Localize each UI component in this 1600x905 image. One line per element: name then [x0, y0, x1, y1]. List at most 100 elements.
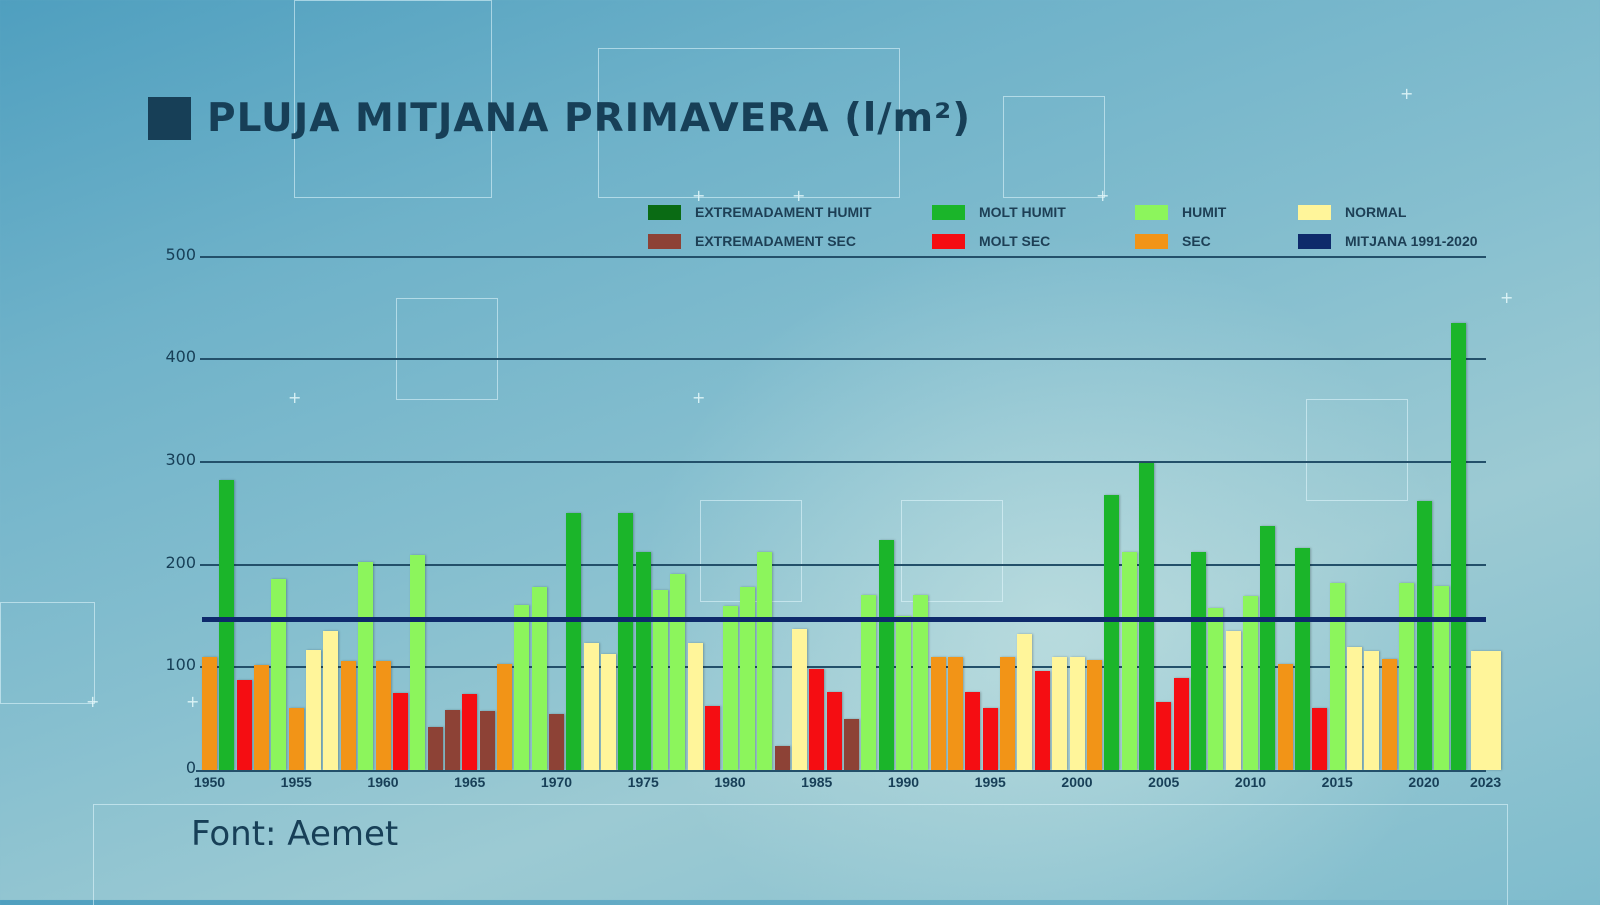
bar-2015 — [1329, 583, 1345, 770]
x-tick-label: 1975 — [627, 774, 659, 790]
bar-2021 — [1433, 586, 1449, 770]
bar-1969 — [531, 587, 547, 770]
bar-1965 — [462, 694, 478, 770]
bar-1964 — [444, 710, 460, 770]
bar-1954 — [271, 578, 287, 770]
x-tick-label: 1995 — [974, 774, 1006, 790]
legend-item-molt-sec: MOLT SEC — [932, 233, 1050, 249]
legend-label: MITJANA 1991-2020 — [1345, 233, 1478, 249]
legend-label: HUMIT — [1182, 204, 1227, 220]
bar-1966 — [479, 711, 495, 770]
legend-swatch-icon — [932, 233, 965, 249]
bar-2007 — [1190, 552, 1206, 770]
legend-label: EXTREMADAMENT HUMIT — [695, 204, 872, 220]
legend-item-extremadament-humit: EXTREMADAMENT HUMIT — [648, 204, 872, 220]
bar-1985 — [809, 669, 825, 770]
bar-1955 — [288, 708, 304, 770]
bar-1952 — [236, 679, 252, 770]
bar-1987 — [843, 718, 859, 770]
chart-title: PLUJA MITJANA PRIMAVERA (l/m²) — [148, 96, 971, 141]
bar-1967 — [496, 664, 512, 770]
bar-2004 — [1138, 462, 1154, 770]
x-tick-label: 1950 — [193, 774, 226, 790]
bar-1958 — [340, 661, 356, 770]
bar-2013 — [1295, 548, 1311, 770]
y-tick-label: 300 — [165, 449, 196, 469]
x-tick-label: 2023 — [1469, 774, 1502, 790]
bar-2016 — [1347, 646, 1363, 770]
bar-1997 — [1017, 634, 1033, 770]
chart-title-text: PLUJA MITJANA PRIMAVERA (l/m²) — [207, 96, 972, 141]
y-tick-label: 100 — [165, 655, 196, 675]
bar-1980 — [722, 605, 738, 770]
bar-2020 — [1416, 500, 1432, 770]
x-tick-label: 2010 — [1234, 774, 1267, 790]
bar-1986 — [826, 691, 842, 770]
chart-legend: EXTREMADAMENT HUMIT MOLT HUMIT HUMIT NOR… — [648, 204, 1488, 254]
x-tick-label: 1980 — [714, 774, 746, 790]
bar-1972 — [583, 642, 599, 770]
title-square-icon — [148, 97, 191, 140]
bar-1982 — [757, 552, 773, 770]
bar-1996 — [1000, 657, 1016, 770]
bar-2023 — [1470, 650, 1501, 770]
x-tick-label: 1970 — [540, 774, 573, 790]
legend-label: SEC — [1182, 233, 1211, 249]
legend-item-sec: SEC — [1135, 233, 1211, 249]
legend-item-normal: NORMAL — [1298, 204, 1406, 220]
bar-2012 — [1277, 664, 1293, 770]
bar-1970 — [549, 713, 564, 770]
bar-2008 — [1208, 607, 1224, 770]
x-tick-label: 1985 — [801, 774, 833, 790]
gridline — [200, 255, 1486, 258]
bar-2009 — [1225, 631, 1241, 770]
bar-1962 — [410, 555, 426, 770]
bar-2022 — [1451, 323, 1467, 770]
bar-1959 — [358, 561, 374, 770]
source-label: Font: Aemet — [191, 814, 399, 854]
x-tick-label: 1955 — [280, 774, 312, 790]
x-tick-label: 2020 — [1408, 774, 1440, 790]
bar-1953 — [254, 665, 270, 770]
bar-1983 — [774, 746, 790, 770]
bar-1957 — [323, 631, 339, 770]
x-tick-label: 1990 — [887, 774, 920, 790]
legend-swatch-icon — [648, 204, 681, 220]
gridline — [200, 358, 1486, 361]
bar-2001 — [1086, 660, 1102, 770]
bar-1988 — [861, 595, 877, 770]
bar-2010 — [1243, 596, 1258, 770]
bar-1961 — [392, 692, 408, 770]
x-tick-label: 2015 — [1321, 774, 1353, 790]
legend-item-molt-humit: MOLT HUMIT — [932, 204, 1066, 220]
bar-1978 — [687, 642, 703, 770]
x-tick-label: 1960 — [367, 774, 399, 790]
bar-1995 — [982, 708, 998, 770]
bar-2017 — [1364, 650, 1380, 770]
bar-1981 — [739, 587, 755, 770]
bar-1992 — [930, 657, 946, 770]
bar-2006 — [1173, 677, 1189, 770]
legend-swatch-icon — [648, 233, 681, 249]
legend-swatch-icon — [1135, 233, 1168, 249]
bar-1991 — [913, 595, 929, 770]
legend-swatch-icon — [932, 204, 965, 220]
bar-1998 — [1034, 671, 1050, 770]
legend-swatch-icon — [1298, 233, 1331, 249]
x-tick-label: 2000 — [1061, 774, 1093, 790]
y-tick-label: 500 — [165, 244, 196, 264]
bar-1956 — [306, 649, 322, 770]
bar-1951 — [219, 480, 235, 770]
bar-2003 — [1121, 552, 1137, 770]
bar-1973 — [601, 653, 617, 770]
bar-1990 — [896, 615, 911, 770]
bar-1975 — [635, 552, 651, 770]
bar-1984 — [791, 629, 807, 770]
bar-1963 — [427, 726, 443, 770]
legend-item-humit: HUMIT — [1135, 204, 1226, 220]
y-tick-label: 400 — [165, 347, 196, 367]
bar-1971 — [566, 513, 582, 770]
gridline — [200, 563, 1486, 566]
bar-1960 — [375, 661, 391, 770]
